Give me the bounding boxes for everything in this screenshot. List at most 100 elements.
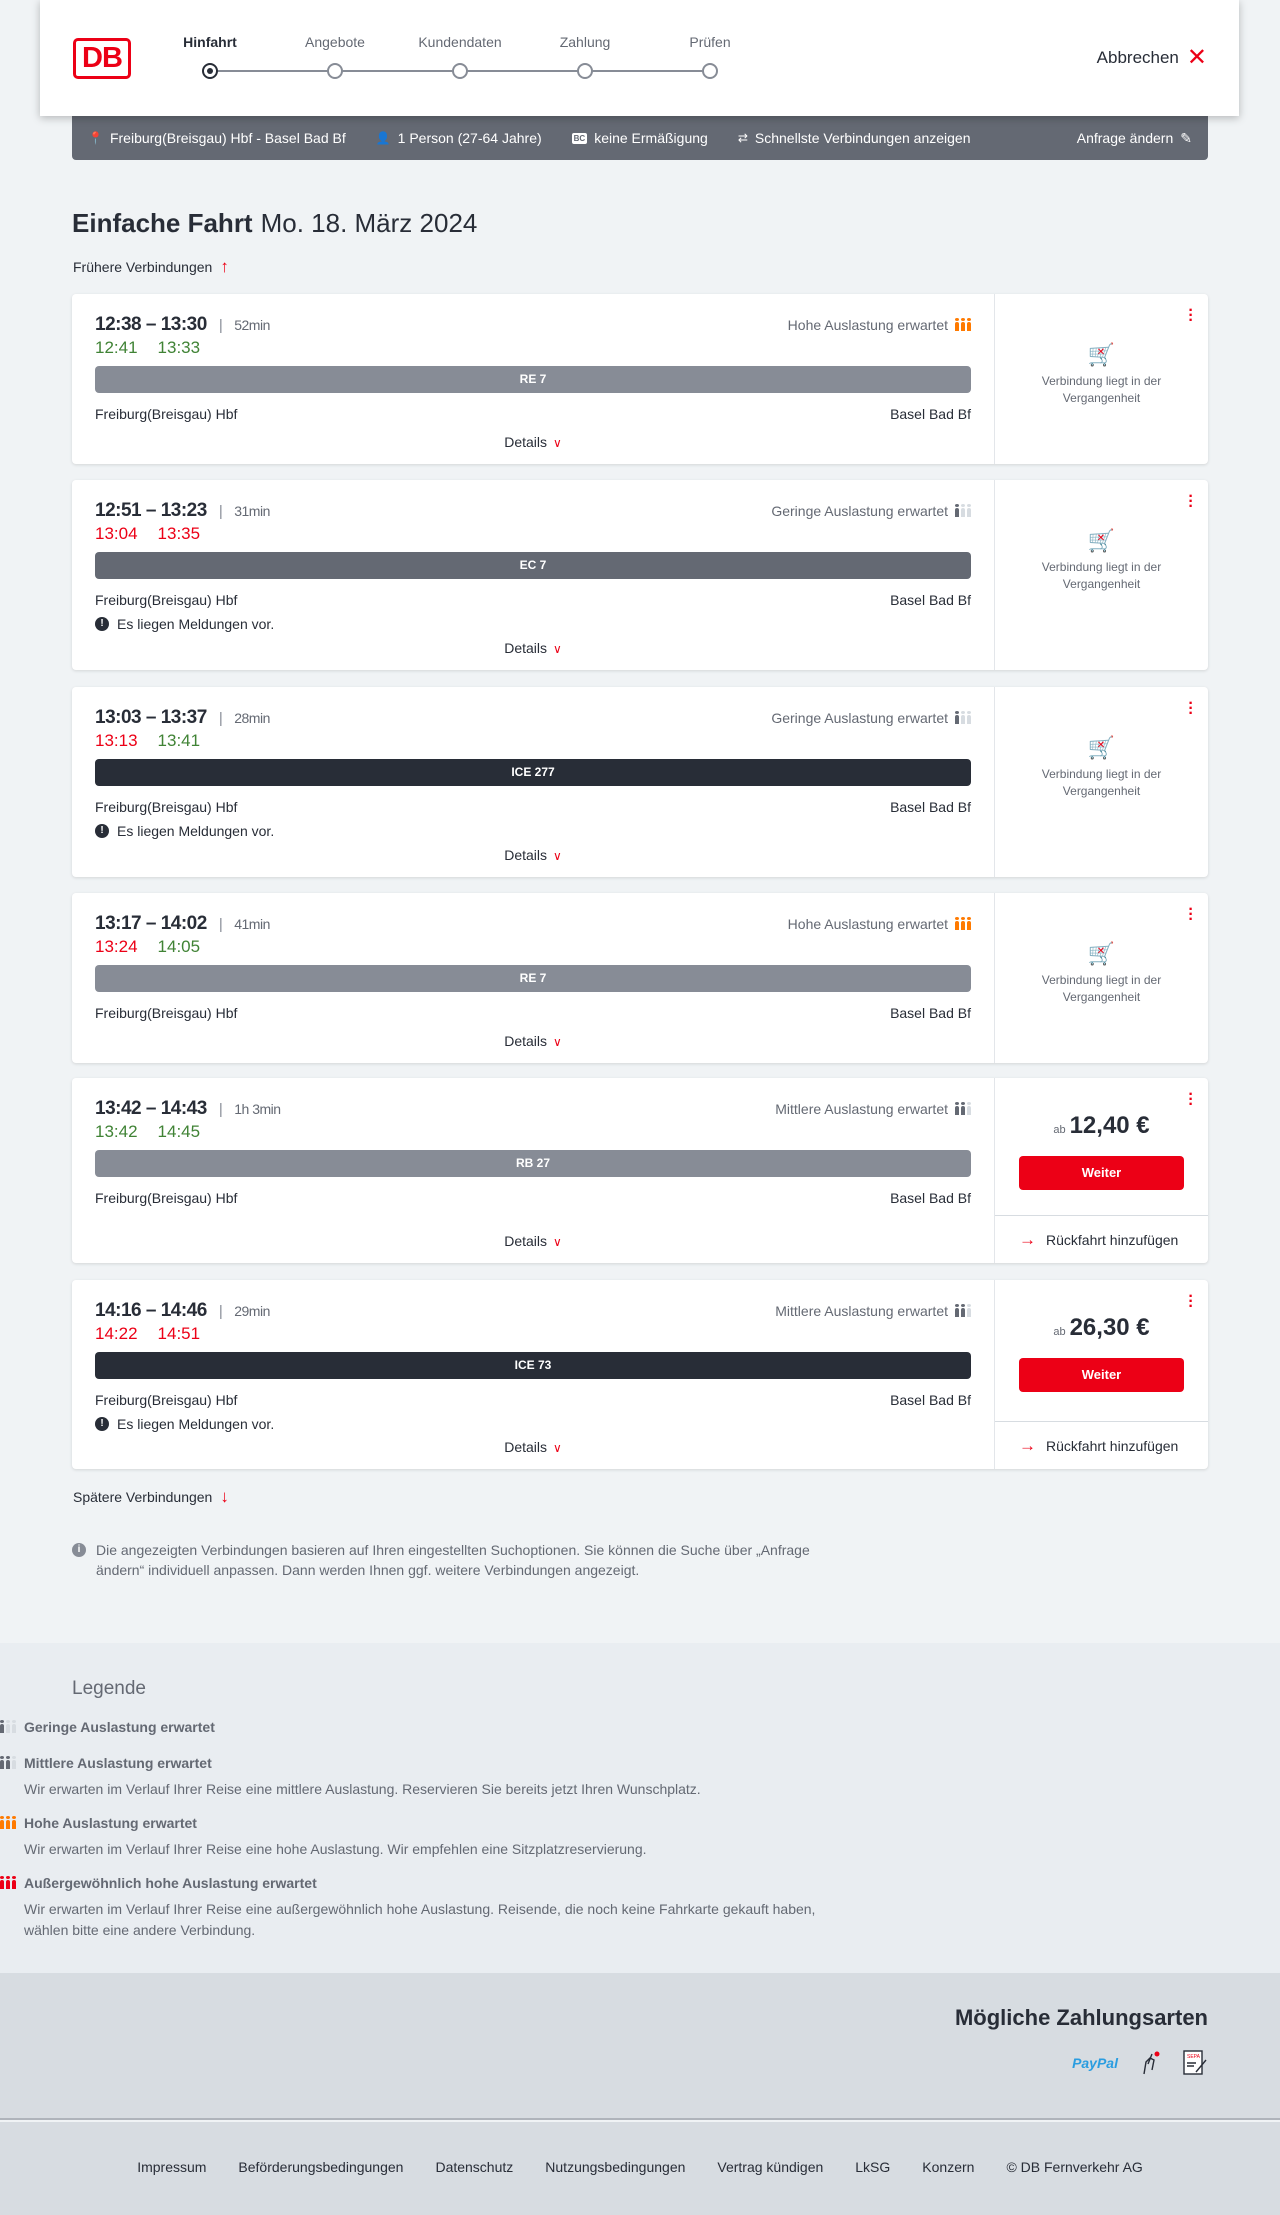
realtime-departure: 12:41 xyxy=(95,338,138,357)
occupancy-high-icon xyxy=(955,917,971,930)
details-toggle[interactable]: Details ∨ xyxy=(72,1439,994,1455)
realtime-arrival: 13:41 xyxy=(157,731,201,750)
bahncard-icon: BC xyxy=(571,132,588,144)
add-return-trip-button[interactable]: → Rückfahrt hinzufügen xyxy=(995,1215,1208,1263)
past-text: Verbindung liegt in der Vergangenheit xyxy=(1041,374,1162,405)
details-toggle[interactable]: Details ∨ xyxy=(72,1233,994,1249)
fastest-text: Schnellste Verbindungen anzeigen xyxy=(754,130,971,146)
footer-link[interactable]: Vertrag kündigen xyxy=(717,2158,824,2175)
legend-item-text: Wir erwarten im Verlauf Ihrer Reise eine… xyxy=(24,1841,647,1857)
later-connections-link[interactable]: Spätere Verbindungen ↓ xyxy=(73,1487,229,1507)
duration: 1h 3min xyxy=(234,1101,281,1117)
chevron-down-icon: ∨ xyxy=(553,642,562,656)
connection-card: 13:42 – 14:43 | 1h 3min 13:42 14:45 Mittler… xyxy=(72,1078,1208,1263)
step-indicator xyxy=(577,63,593,79)
departure-station: Freiburg(Breisgau) Hbf xyxy=(95,1005,238,1021)
details-toggle[interactable]: Details ∨ xyxy=(72,640,994,656)
message-text: Es liegen Meldungen vor. xyxy=(117,823,275,839)
footer-link[interactable]: Nutzungsbedingungen xyxy=(545,2158,686,2175)
scheduled-times: 12:51 – 13:23 | 31min xyxy=(95,500,270,521)
occupancy-low-icon xyxy=(0,1720,16,1733)
more-options-icon[interactable]: · · · xyxy=(1188,901,1194,928)
sepa-icon: SEPA xyxy=(1183,2050,1207,2075)
realtime-times: 13:24 14:05 xyxy=(95,937,200,957)
details-label: Details xyxy=(504,847,547,863)
more-options-icon[interactable]: · · · xyxy=(1188,302,1194,329)
occupancy-text: Hohe Auslastung erwartet xyxy=(787,916,948,932)
step-indicator xyxy=(702,63,718,79)
route-info: 📍 Freiburg(Breisgau) Hbf - Basel Bad Bf xyxy=(88,130,346,146)
footer: Impressum Beförderungsbedingungen Datensch… xyxy=(0,2122,1280,2215)
more-options-icon[interactable]: · · · xyxy=(1188,1288,1194,1315)
search-info-note: i Die angezeigten Verbindungen basieren a… xyxy=(72,1540,852,1580)
continue-button[interactable]: Weiter xyxy=(1019,1156,1184,1190)
header: DB Hinfahrt Angebote Kundendaten Zahlung… xyxy=(40,0,1239,116)
footer-link[interactable]: Beförderungsbedingungen xyxy=(238,2158,404,2175)
return-label: Rückfahrt hinzufügen xyxy=(1046,1231,1179,1248)
duration: 41min xyxy=(234,916,270,932)
realtime-departure: 13:13 xyxy=(95,731,138,750)
earlier-label: Frühere Verbindungen xyxy=(73,259,213,275)
details-toggle[interactable]: Details ∨ xyxy=(72,1033,994,1049)
arrow-down-icon: ↓ xyxy=(220,1487,229,1506)
scheduled-times: 14:16 – 14:46 | 29min xyxy=(95,1300,270,1321)
past-text: Verbindung liegt in der Vergangenheit xyxy=(1041,973,1162,1004)
step-label-1: Angebote xyxy=(305,34,365,50)
add-return-trip-button[interactable]: → Rückfahrt hinzufügen xyxy=(995,1421,1208,1469)
realtime-arrival: 13:35 xyxy=(157,524,201,543)
occupancy-text: Mittlere Auslastung erwartet xyxy=(775,1101,948,1117)
passenger-text: 1 Person (27-64 Jahre) xyxy=(397,130,542,146)
edit-request-button[interactable]: Anfrage ändern ✎ xyxy=(1077,130,1192,147)
train-bar: EC 7 xyxy=(95,552,971,579)
earlier-connections-link[interactable]: Frühere Verbindungen ↑ xyxy=(73,257,229,277)
occupancy-medium-icon xyxy=(955,1102,971,1115)
more-options-icon[interactable]: · · · xyxy=(1188,1086,1194,1113)
step-label-3: Zahlung xyxy=(559,34,611,50)
chevron-down-icon: ∨ xyxy=(553,436,562,450)
fastest-connections-toggle[interactable]: ⇄ Schnellste Verbindungen anzeigen xyxy=(738,130,971,146)
legend-item: Hohe Auslastung erwartet Wir erwarten im … xyxy=(0,1815,820,1860)
occupancy-info: Mittlere Auslastung erwartet xyxy=(775,1101,971,1117)
legend-item-text: Wir erwarten im Verlauf Ihrer Reise eine… xyxy=(24,1901,816,1938)
details-toggle[interactable]: Details ∨ xyxy=(72,847,994,863)
details-toggle[interactable]: Details ∨ xyxy=(72,434,994,450)
continue-button[interactable]: Weiter xyxy=(1019,1358,1184,1392)
departure-station: Freiburg(Breisgau) Hbf xyxy=(95,406,238,422)
duration: 52min xyxy=(234,317,270,333)
realtime-departure: 13:42 xyxy=(95,1122,138,1141)
alert-icon: ! xyxy=(95,824,109,838)
discount-info: BC keine Ermäßigung xyxy=(571,130,708,146)
trip-type: Einfache Fahrt xyxy=(72,208,253,238)
realtime-arrival: 14:51 xyxy=(157,1324,201,1343)
arrow-up-icon: ↑ xyxy=(220,257,229,276)
footer-link[interactable]: © DB Fernverkehr AG xyxy=(1006,2158,1143,2175)
details-label: Details xyxy=(504,1439,547,1455)
db-logo[interactable]: DB xyxy=(73,38,131,79)
svg-text:SEPA: SEPA xyxy=(1187,2054,1201,2060)
step-indicator xyxy=(452,63,468,79)
footer-link[interactable]: Konzern xyxy=(922,2158,975,2175)
credit-card-touch-icon xyxy=(1143,2051,1160,2075)
legend-section: Legende Geringe Auslastung erwartet Mittl… xyxy=(0,1643,1280,1973)
footer-link[interactable]: LkSG xyxy=(855,2158,891,2175)
person-icon: 👤 xyxy=(375,131,391,145)
paypal-icon: PayPal xyxy=(1072,2055,1118,2071)
time-range: 13:03 – 13:37 xyxy=(95,707,207,728)
departure-station: Freiburg(Breisgau) Hbf xyxy=(95,592,238,608)
more-options-icon[interactable]: · · · xyxy=(1188,695,1194,722)
time-range: 14:16 – 14:46 xyxy=(95,1300,207,1321)
occupancy-high-icon xyxy=(955,318,971,331)
departure-station: Freiburg(Breisgau) Hbf xyxy=(95,799,238,815)
footer-link[interactable]: Impressum xyxy=(137,2158,207,2175)
edit-request-label: Anfrage ändern xyxy=(1076,130,1174,146)
connection-card: 13:17 – 14:02 | 41min 13:24 14:05 Hohe Ausl… xyxy=(72,893,1208,1063)
more-options-icon[interactable]: · · · xyxy=(1188,488,1194,515)
occupancy-info: Geringe Auslastung erwartet xyxy=(771,710,971,726)
past-connection-info: 🛒 ✕ Verbindung liegt in der Vergangenheit xyxy=(995,530,1208,593)
footer-link[interactable]: Datenschutz xyxy=(435,2158,514,2175)
cancel-button[interactable]: Abbrechen ✕ xyxy=(1097,46,1207,70)
messages-notice: ! Es liegen Meldungen vor. xyxy=(95,616,274,632)
message-text: Es liegen Meldungen vor. xyxy=(117,1416,275,1432)
occupancy-text: Mittlere Auslastung erwartet xyxy=(775,1303,948,1319)
realtime-times: 13:04 13:35 xyxy=(95,524,200,544)
